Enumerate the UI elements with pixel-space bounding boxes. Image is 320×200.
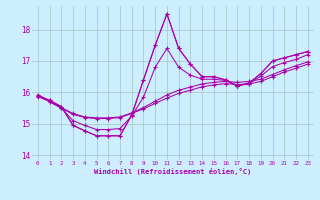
X-axis label: Windchill (Refroidissement éolien,°C): Windchill (Refroidissement éolien,°C)	[94, 168, 252, 175]
